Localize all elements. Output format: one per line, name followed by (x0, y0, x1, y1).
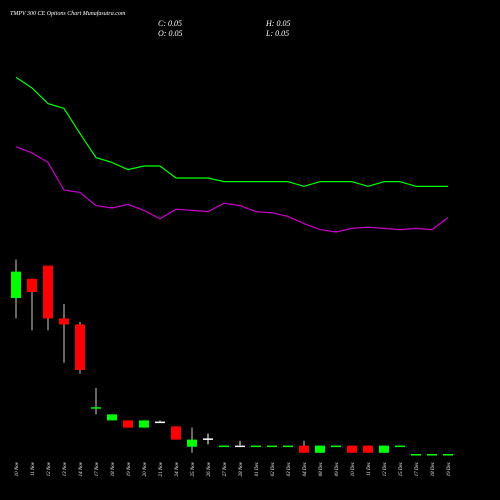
x-tick-label: 09 Dec (335, 461, 340, 476)
x-tick-label: 17 Dec (415, 461, 420, 476)
x-tick-label: 20 Nov (143, 461, 148, 476)
close-label: C: 0.05 (158, 19, 182, 28)
x-tick-label: 04 Dec (303, 461, 308, 476)
x-tick-label: 15 Dec (399, 461, 404, 476)
candle-body (187, 439, 197, 447)
candle-body (299, 445, 309, 453)
x-tick-label: 11 Nov (31, 461, 36, 476)
x-tick-label: 18 Dec (431, 461, 436, 476)
candle-body (315, 445, 325, 453)
x-tick-label: 11 Dec (367, 461, 372, 476)
x-tick-label: 24 Nov (175, 461, 180, 476)
open-label: O: 0.05 (158, 29, 182, 38)
candle-body (11, 271, 21, 298)
moving-average-line (15, 146, 449, 233)
candle-body (331, 445, 341, 448)
candle-body (443, 454, 453, 456)
x-tick-label: 12 Nov (47, 461, 52, 476)
x-tick-label: 02 Dec (271, 461, 276, 476)
x-tick-label: 10 Nov (15, 461, 20, 476)
candle-body (43, 265, 53, 319)
candle-body (411, 454, 421, 456)
candle-body (91, 407, 101, 409)
candle-body (219, 445, 229, 448)
x-tick-label: 18 Nov (111, 461, 116, 476)
x-tick-label: 19 Nov (127, 461, 132, 476)
candle-body (427, 454, 437, 456)
candle-body (235, 445, 245, 448)
candle-body (347, 445, 357, 453)
x-tick-label: 01 Dec (255, 461, 260, 476)
x-tick-label: 27 Nov (223, 461, 228, 476)
x-tick-label: 14 Nov (79, 461, 84, 476)
candle-body (123, 420, 133, 428)
high-label: H: 0.05 (265, 19, 290, 28)
candle-body (267, 445, 277, 448)
x-tick-label: 10 Dec (351, 461, 356, 476)
candle-body (171, 426, 181, 440)
x-tick-label: 19 Dec (447, 461, 452, 476)
x-tick-label: 25 Nov (191, 461, 196, 476)
low-label: L: 0.05 (265, 29, 289, 38)
candle-body (155, 421, 165, 424)
candle-body (139, 420, 149, 428)
x-tick-label: 08 Dec (319, 461, 324, 476)
x-tick-label: 12 Dec (383, 461, 388, 476)
x-tick-label: 26 Nov (207, 461, 212, 476)
x-tick-label: 17 Nov (95, 461, 100, 476)
x-tick-label: 21 Nov (159, 461, 164, 476)
x-tick-label: 13 Nov (63, 461, 68, 476)
candle-body (283, 445, 293, 448)
candle-body (27, 278, 37, 292)
moving-average-line (15, 76, 448, 188)
candle-body (75, 324, 85, 370)
candle-body (107, 414, 117, 421)
candle-body (59, 318, 69, 325)
x-tick-label: 28 Nov (239, 461, 244, 476)
chart-title: TMPV 300 CE Options Chart Munafasutra.co… (10, 10, 126, 17)
x-tick-label: 03 Dec (287, 461, 292, 476)
candle-body (363, 445, 373, 453)
candle-body (395, 445, 405, 448)
candle-body (379, 445, 389, 453)
candle-body (203, 438, 213, 440)
candle-body (251, 445, 261, 448)
